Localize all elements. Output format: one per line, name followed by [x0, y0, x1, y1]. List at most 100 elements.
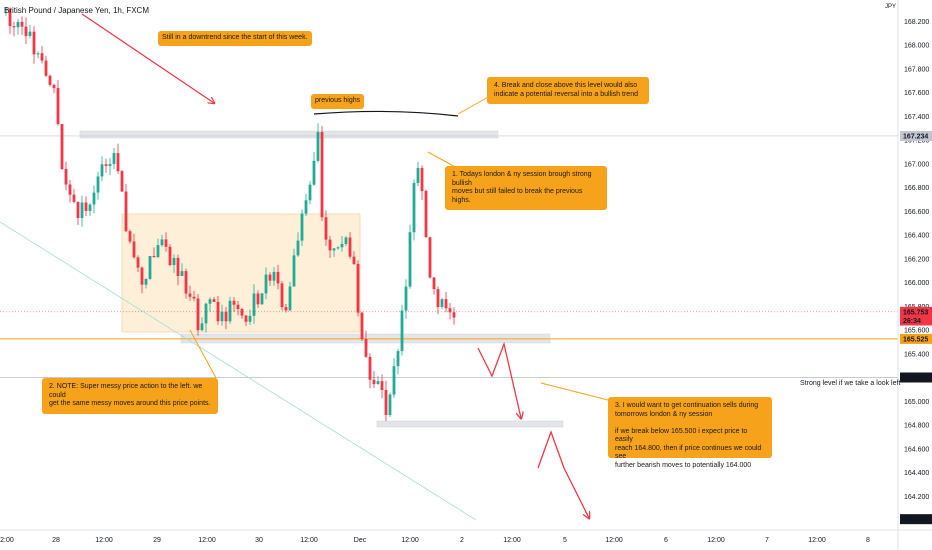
candle-body [424, 190, 428, 238]
note-2[interactable]: 2. NOTE: Super messy price action to the… [42, 378, 218, 414]
time-tick-label: 12:00 [707, 537, 725, 544]
note-previous-highs[interactable]: previous highs [311, 94, 365, 109]
note-downtrend[interactable]: Still in a downtrend since the start of … [158, 31, 312, 46]
candle-body [76, 201, 80, 219]
candle-body [136, 257, 140, 268]
price-tag-label: 165.753 [903, 309, 928, 316]
strong-level-label: Strong level if we take a look left [800, 380, 901, 387]
candle-body [180, 271, 184, 276]
candle-body [32, 31, 36, 55]
drawings-layer [81, 13, 609, 518]
candle-body [80, 202, 84, 219]
candle-body [104, 164, 108, 166]
time-tick-label: 12:00 [808, 537, 826, 544]
candle-body [292, 255, 296, 287]
horizontal-lines-layer [0, 135, 898, 521]
candle-body [384, 390, 388, 415]
price-tag-bg [900, 372, 932, 383]
price-tick-label: 166.400 [904, 233, 929, 240]
candle-body [56, 88, 60, 125]
candle-body [28, 31, 32, 36]
candle-body [200, 323, 204, 331]
candle-body [268, 274, 272, 281]
time-tick-label: 5 [563, 537, 567, 544]
price-tag-label: 165.525 [903, 336, 928, 343]
candle-body [436, 289, 440, 307]
candle-body [264, 274, 268, 294]
candle-body [4, 8, 8, 10]
note-4[interactable]: 4. Break and close above this level woul… [487, 77, 649, 104]
candle-body [96, 176, 100, 193]
price-tick-label: 167.800 [904, 66, 929, 73]
time-tick-label: 29 [153, 537, 161, 544]
candle-body [284, 307, 288, 311]
time-tick-label: 6 [664, 537, 668, 544]
candle-body [348, 237, 352, 257]
time-axis[interactable]: 12:00 28 12:00 29 12:00 30 12:00 Dec 12:00 2 12:00… [0, 529, 932, 544]
price-tick-label: 164.400 [904, 470, 929, 477]
candle-body [380, 381, 384, 391]
projection-arrow-2 [537, 430, 589, 518]
candle-body [416, 167, 420, 184]
candle-body [44, 60, 48, 76]
price-tag-bg [900, 315, 932, 326]
candle-body [24, 26, 28, 36]
price-tick-label: 168.000 [904, 43, 929, 50]
currency-label: JPY [884, 4, 896, 10]
candle-body [184, 271, 188, 294]
target-zone [376, 420, 564, 428]
candle-body [360, 312, 364, 339]
candle-body [400, 310, 404, 352]
candle-body [448, 308, 452, 313]
note-3[interactable]: 3. I would want to get continuation sell… [608, 397, 772, 469]
candle-body [340, 243, 344, 248]
candle-body [112, 153, 116, 165]
note-1[interactable]: 1. Todays london & ny session brough str… [445, 166, 607, 210]
price-tick-label: 164.600 [904, 446, 929, 453]
candle-body [144, 278, 148, 285]
price-tick-label: 167.200 [904, 138, 929, 145]
time-tick-label: 2 [460, 537, 464, 544]
candle-body [248, 315, 252, 322]
candle-body [368, 356, 372, 380]
candle-body [372, 379, 376, 385]
candle-body [212, 299, 216, 302]
price-tick-label: 164.200 [904, 494, 929, 501]
time-tick-label: 28 [52, 537, 60, 544]
resistance-zone [79, 130, 499, 139]
candle-body [452, 312, 456, 318]
candle-body [128, 231, 132, 242]
candle-body [388, 394, 392, 415]
candle-body [280, 283, 284, 308]
candle-body [376, 381, 380, 385]
candle-body [232, 300, 236, 305]
price-tick-label: 164.800 [904, 423, 929, 430]
candle-body [364, 338, 368, 357]
candle-body [204, 303, 208, 324]
candle-body [120, 171, 124, 192]
candle-body [328, 239, 332, 251]
candle-body [52, 84, 56, 89]
price-axis[interactable]: 168.200 168.000 167.800 167.600 167.400 167.2… [897, 0, 932, 550]
price-tag-bg [900, 130, 932, 141]
candle-body [396, 351, 400, 367]
price-tag-label: 26:34 [903, 318, 921, 325]
trend-line [0, 221, 477, 521]
price-tag-label: 165.200 [903, 375, 928, 382]
candle-body [12, 26, 16, 28]
candle-body [148, 256, 152, 279]
candle-body [224, 311, 228, 322]
candle-body [356, 263, 360, 313]
note3-pointer [540, 382, 609, 401]
price-tick-label: 165.000 [904, 399, 929, 406]
candle-body [440, 299, 444, 307]
candle-body [412, 183, 416, 233]
candle-body [392, 366, 396, 395]
candle-body [304, 200, 308, 214]
candle-body [236, 304, 240, 310]
candle-body [312, 160, 316, 185]
time-tick-label: 12:00 [300, 537, 318, 544]
price-tag-bg [900, 514, 932, 525]
time-tick-label: 12:00 [503, 537, 521, 544]
